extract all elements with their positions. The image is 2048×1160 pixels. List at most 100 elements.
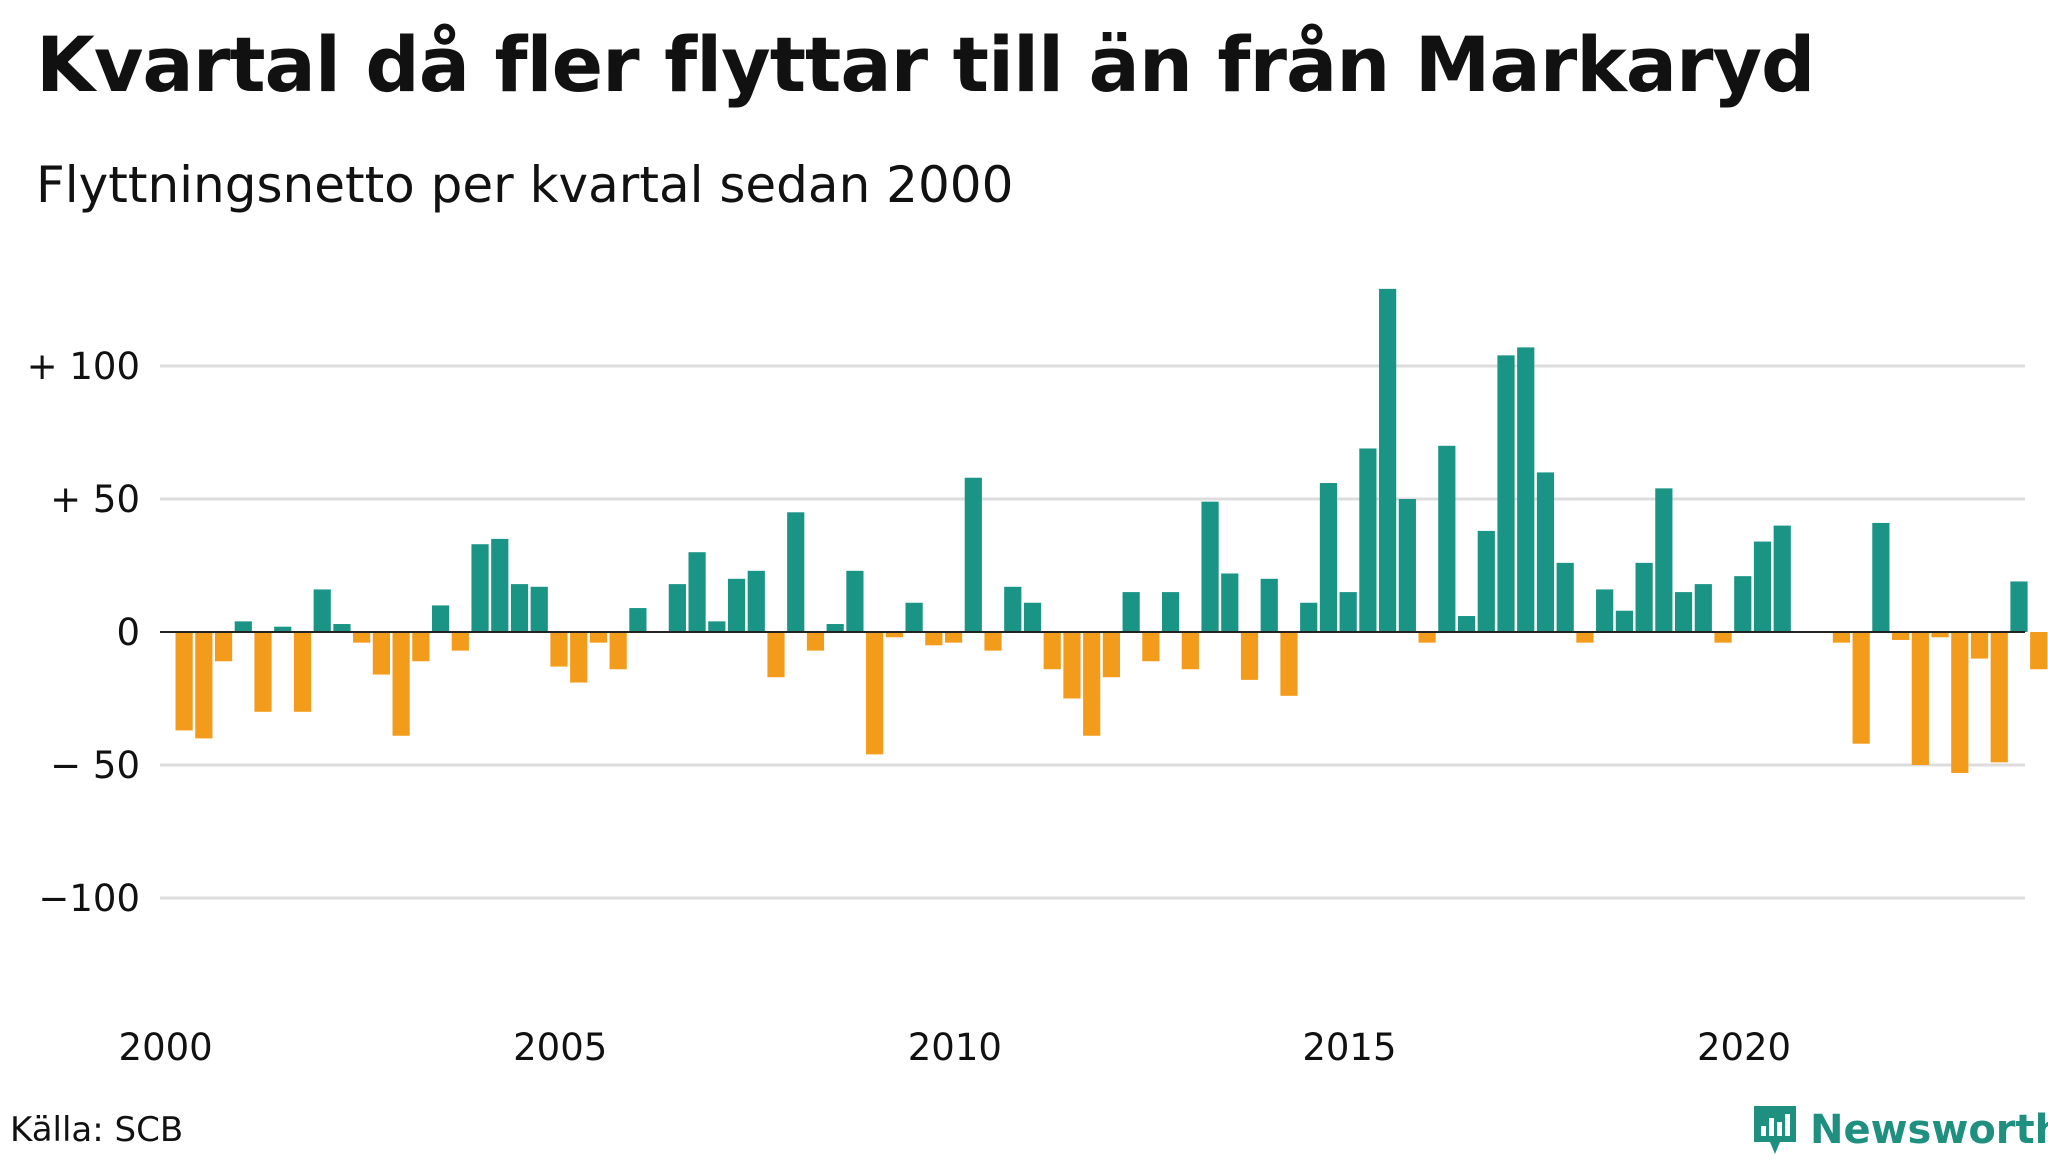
bar [1162,592,1180,632]
bar [1951,632,1969,773]
bar [1023,602,1042,632]
bar [293,632,312,712]
bar [1063,632,1081,699]
bar [451,632,469,651]
bar [1970,632,1989,659]
bar [1892,632,1910,640]
bar [1280,632,1298,696]
bar [1319,483,1338,632]
bar [1872,522,1890,632]
bar [1536,472,1555,632]
bar [1043,632,1061,670]
bar [1379,288,1397,632]
bar [1674,592,1693,632]
chart-title: Kvartal då fler flyttar till än från Mar… [36,20,1815,109]
bar [1181,632,1199,670]
bar [2010,581,2028,632]
bar [1142,632,1160,662]
bar [1852,632,1870,744]
bar [1990,632,2008,763]
bar [1359,448,1377,632]
bar [333,624,351,632]
bar [1004,586,1022,632]
bar [175,632,193,731]
bar [550,632,568,667]
bar [866,632,884,755]
x-tick-label: 2020 [1697,1026,1791,1069]
y-tick-label: + 100 [27,345,140,388]
bar [1260,578,1278,632]
newsworthy-logo-icon [1754,1106,1796,1154]
bar [1517,347,1535,632]
bar [1911,632,1929,765]
bar [214,632,233,662]
x-tick-label: 2010 [908,1026,1002,1069]
bar [806,632,825,651]
bar [589,632,608,643]
bar [905,602,923,632]
bar [1576,632,1594,643]
bar [925,632,943,646]
bar [1122,592,1140,632]
bar [1201,501,1219,632]
bar [1734,576,1752,632]
bar [629,608,647,632]
bar [708,621,726,632]
bar [984,632,1002,651]
y-tick-label: −100 [38,877,140,920]
bar [1398,499,1416,632]
bar [1339,592,1357,632]
bar [787,512,805,632]
y-tick-label: 0 [116,611,140,654]
bar [609,632,627,670]
chart-subtitle: Flyttningsnetto per kvartal sedan 2000 [36,156,1014,214]
y-tick-label: − 50 [50,744,140,787]
bar [767,632,785,678]
bar [1418,632,1436,643]
source-label: Källa: SCB [10,1110,184,1150]
bar [2030,632,2048,670]
bar [1931,632,1949,638]
bar [1596,589,1614,632]
bar [964,477,982,632]
bar [1694,584,1712,632]
bar [1615,610,1633,632]
bar [353,632,371,643]
bar [1773,525,1791,632]
x-tick-label: 2015 [1302,1026,1396,1069]
bar [846,570,864,632]
bar [826,624,844,632]
bar [1083,632,1101,736]
bar [431,605,450,632]
bar [747,570,765,632]
bar [1477,530,1495,632]
bar [491,538,509,632]
bar [471,544,489,632]
bar [372,632,390,675]
bar [1655,488,1673,632]
x-tick-label: 2005 [513,1026,607,1069]
bar [1753,541,1772,632]
bar [885,632,903,638]
bar [727,578,746,632]
bar [1221,573,1239,632]
brand-name: Newsworthy [1810,1107,2048,1153]
bar [274,626,292,632]
bar [234,621,252,632]
x-tick-label: 2000 [119,1026,213,1069]
bar [668,584,686,632]
bar [1438,445,1456,632]
brand-logo: Newsworthy [1750,1100,2048,1160]
bar [510,584,529,632]
bar [1240,632,1259,680]
bar [1457,616,1476,632]
bar [1832,632,1851,643]
bar [412,632,430,662]
bar [1635,562,1653,632]
bar [530,586,548,632]
bar [313,589,331,632]
bar [688,552,706,632]
bar [570,632,588,683]
bar [254,632,272,712]
